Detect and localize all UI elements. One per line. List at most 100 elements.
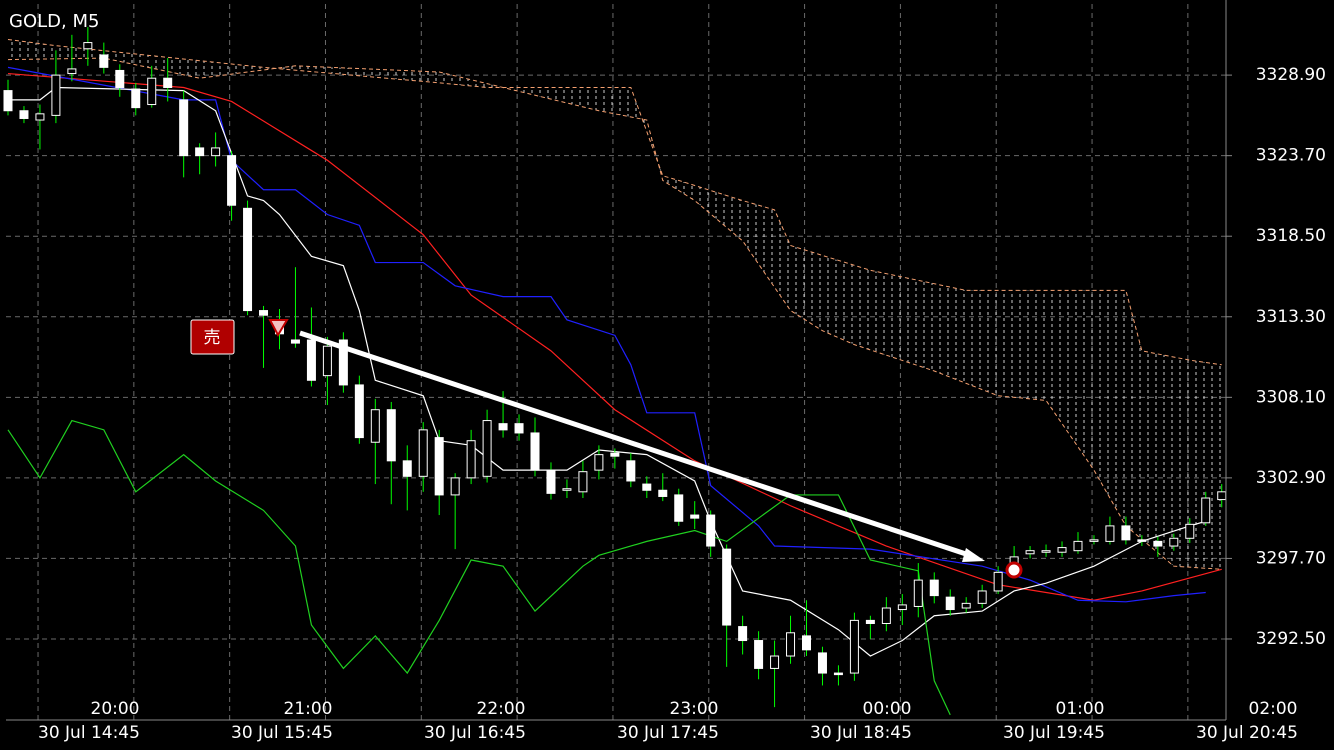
candle-body — [450, 477, 460, 496]
candle-body — [1025, 550, 1035, 555]
candle-body — [881, 607, 891, 624]
cloud-span — [7, 38, 1222, 366]
candle-body — [179, 99, 189, 157]
candle-body — [658, 489, 668, 497]
y-tick-label: 3297.70 — [1256, 548, 1326, 568]
candle-body — [466, 440, 476, 479]
time-label-top: 01:00 — [1056, 699, 1105, 719]
entry-marker — [1005, 561, 1023, 579]
time-label-bottom: 30 Jul 16:45 — [424, 723, 526, 743]
candle-body — [19, 110, 29, 119]
y-tick-label: 3318.50 — [1256, 226, 1326, 246]
candle-body — [642, 483, 652, 491]
time-label-bottom: 30 Jul 19:45 — [1003, 723, 1105, 743]
candle-body — [99, 54, 109, 68]
chart-title: GOLD, M5 — [9, 11, 99, 32]
time-label-top: 00:00 — [863, 699, 912, 719]
badge-label: 売 — [204, 328, 221, 348]
time-label-bottom: 30 Jul 18:45 — [810, 723, 912, 743]
candle-body — [370, 409, 380, 443]
candle-body — [913, 579, 923, 607]
y-tick-label: 3328.90 — [1256, 65, 1326, 85]
candle-body — [1169, 537, 1179, 547]
arrow-head — [962, 548, 985, 562]
time-label-bottom: 30 Jul 14:45 — [38, 723, 140, 743]
indicator-line — [8, 86, 1206, 657]
candle-body — [929, 579, 939, 597]
candle-body — [1137, 539, 1147, 542]
candle-body — [35, 113, 45, 121]
candle-body — [115, 69, 125, 88]
candle-body — [514, 423, 524, 434]
candle-body — [977, 590, 987, 604]
candle-body — [482, 420, 492, 477]
candle-body — [434, 437, 444, 496]
candle-body — [131, 88, 141, 109]
time-label-top: 21:00 — [284, 699, 333, 719]
time-label-top: 22:00 — [477, 699, 526, 719]
time-label-bottom: 30 Jul 20:45 — [1196, 723, 1298, 743]
candle-body — [897, 604, 907, 611]
candle-body — [786, 632, 796, 657]
candle-body — [3, 90, 13, 112]
candle-body — [1201, 497, 1211, 524]
candle-body — [754, 640, 764, 669]
time-label-top: 02:00 — [1249, 699, 1298, 719]
y-tick-label: 3313.30 — [1256, 307, 1326, 327]
candle-body — [674, 494, 684, 522]
candle-body — [594, 454, 604, 471]
candle-body — [51, 74, 61, 116]
time-label-top: 20:00 — [91, 699, 140, 719]
candle-body — [354, 384, 364, 439]
candle-body — [530, 432, 540, 471]
candle-body — [817, 652, 827, 674]
candle-body — [961, 602, 971, 609]
candle-body — [865, 619, 875, 624]
candle-body — [1057, 547, 1067, 553]
candle-body — [1041, 550, 1051, 553]
candle-body — [770, 655, 780, 669]
candle-body — [626, 460, 636, 482]
candle-body — [243, 207, 253, 312]
candle-body — [386, 409, 396, 462]
candle-body — [338, 339, 348, 386]
candle-body — [290, 339, 300, 344]
y-tick-label: 3308.10 — [1256, 387, 1326, 407]
candle-body — [83, 42, 93, 50]
cloud-hatch — [8, 39, 1222, 570]
candle-body — [498, 423, 508, 431]
candle-body — [211, 147, 221, 157]
candle-body — [227, 155, 237, 206]
candle-body — [306, 339, 316, 381]
candle-body — [195, 147, 205, 157]
candle-body — [690, 514, 700, 519]
candle-body — [722, 548, 732, 626]
candle-body — [738, 626, 748, 642]
candle-body — [1185, 523, 1195, 539]
candle-body — [578, 471, 588, 493]
badge — [190, 319, 235, 355]
candle-body — [418, 429, 428, 477]
candle-body — [546, 469, 556, 494]
y-tick-label: 3292.50 — [1256, 629, 1326, 649]
candle-body — [147, 77, 157, 106]
time-label-bottom: 30 Jul 15:45 — [231, 723, 333, 743]
candle-body — [67, 68, 77, 75]
candle-body — [163, 77, 173, 88]
candle-body — [706, 514, 716, 547]
candle-body — [1089, 539, 1099, 542]
candle-body — [1153, 540, 1163, 547]
y-tick-label: 3323.70 — [1256, 146, 1326, 166]
candle-body — [1073, 540, 1083, 552]
candle-body — [849, 619, 859, 674]
candle-body — [610, 452, 620, 457]
sell-marker — [268, 319, 289, 338]
candle-body — [1105, 525, 1115, 542]
indicator-line — [7, 72, 1222, 601]
y-tick-label: 3302.90 — [1256, 468, 1326, 488]
candle-body — [562, 488, 572, 491]
candle-body — [945, 596, 955, 611]
candle-body — [1217, 491, 1227, 501]
